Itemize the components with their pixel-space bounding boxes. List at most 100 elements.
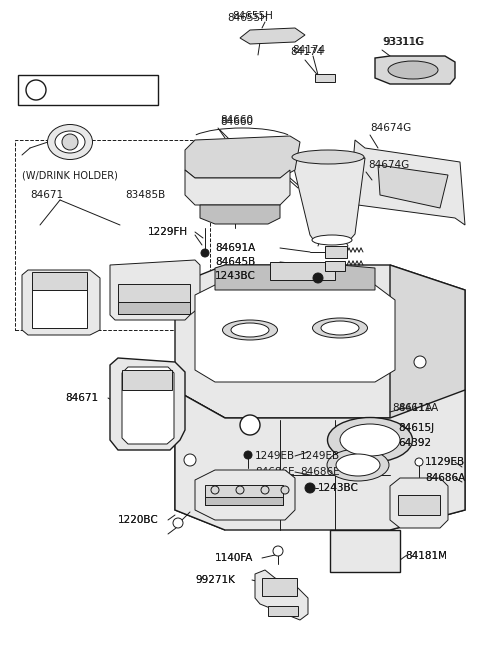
Text: 93311G: 93311G (382, 37, 423, 47)
Text: 99271K: 99271K (195, 575, 235, 585)
Polygon shape (110, 260, 200, 320)
Ellipse shape (292, 150, 364, 164)
Text: 1140FA: 1140FA (215, 553, 253, 563)
Text: 84674G: 84674G (368, 160, 409, 170)
Text: 1220BC: 1220BC (118, 515, 159, 525)
Bar (118, 302, 190, 314)
Polygon shape (195, 470, 295, 520)
Text: 84671: 84671 (30, 190, 63, 200)
Circle shape (240, 415, 260, 435)
Bar (270, 262, 335, 280)
Circle shape (184, 454, 196, 466)
Bar (118, 284, 190, 314)
Text: 1243BC: 1243BC (215, 271, 256, 281)
Polygon shape (195, 285, 395, 382)
Text: 84674G: 84674G (370, 123, 411, 133)
Bar (122, 370, 172, 390)
Bar (262, 578, 297, 596)
Text: 84615J: 84615J (398, 423, 434, 433)
Text: 84671: 84671 (65, 393, 98, 403)
Polygon shape (375, 56, 455, 84)
Text: 64392: 64392 (398, 438, 431, 448)
Polygon shape (350, 140, 465, 225)
Circle shape (305, 483, 315, 493)
Ellipse shape (312, 235, 352, 245)
Text: 84174: 84174 (292, 45, 325, 55)
Polygon shape (175, 390, 465, 530)
Circle shape (313, 273, 323, 283)
Circle shape (211, 486, 219, 494)
Text: 1129EB: 1129EB (425, 457, 465, 467)
Bar (32, 272, 87, 290)
Text: 95120A: 95120A (55, 85, 95, 95)
Text: 84615J: 84615J (398, 423, 434, 433)
Polygon shape (110, 358, 185, 450)
Text: 84640E: 84640E (248, 170, 288, 180)
Polygon shape (200, 205, 280, 224)
Ellipse shape (340, 424, 400, 456)
Polygon shape (122, 367, 174, 444)
Text: a: a (33, 85, 39, 95)
Ellipse shape (223, 320, 277, 340)
Text: 84611A: 84611A (392, 403, 432, 413)
Bar (18, 75, 158, 105)
Text: 64392: 64392 (398, 438, 431, 448)
Polygon shape (390, 478, 448, 528)
Polygon shape (255, 570, 308, 620)
Ellipse shape (388, 61, 438, 79)
Bar (330, 530, 400, 572)
Bar (205, 497, 283, 505)
Text: (W/DRINK HOLDER): (W/DRINK HOLDER) (22, 170, 118, 180)
Polygon shape (185, 170, 290, 205)
Text: 84660: 84660 (220, 117, 253, 127)
Text: 99271K: 99271K (195, 575, 235, 585)
Polygon shape (240, 28, 305, 44)
Text: 93311G: 93311G (383, 37, 424, 47)
Text: 84640E: 84640E (248, 173, 288, 183)
Polygon shape (185, 136, 300, 178)
Bar (325, 261, 345, 271)
Text: 84655H: 84655H (228, 13, 268, 23)
Bar (398, 495, 440, 515)
Polygon shape (378, 165, 448, 208)
Text: 84645B: 84645B (215, 257, 255, 267)
Polygon shape (292, 155, 365, 242)
Text: 84686A: 84686A (425, 473, 465, 483)
Text: 84611A: 84611A (398, 403, 438, 413)
Text: 84691A: 84691A (215, 243, 255, 253)
Polygon shape (175, 265, 465, 418)
Text: 84645B: 84645B (215, 257, 255, 267)
Circle shape (236, 486, 244, 494)
Text: 84655H: 84655H (233, 11, 274, 21)
Text: 84660: 84660 (220, 115, 253, 125)
Text: 83485B: 83485B (125, 190, 165, 200)
Text: 84181M: 84181M (405, 551, 447, 561)
Circle shape (281, 486, 289, 494)
Text: 84174: 84174 (290, 47, 323, 57)
Circle shape (244, 451, 252, 459)
Circle shape (273, 546, 283, 556)
Bar (32, 283, 87, 328)
Text: 84671: 84671 (65, 393, 98, 403)
Text: 84686E: 84686E (255, 467, 295, 477)
Ellipse shape (321, 321, 359, 335)
Text: 1243BC: 1243BC (318, 483, 359, 493)
Text: 84686E: 84686E (300, 467, 340, 477)
Circle shape (26, 80, 46, 100)
Text: 1140FA: 1140FA (215, 553, 253, 563)
Ellipse shape (55, 131, 85, 153)
Text: 1243BC: 1243BC (215, 271, 256, 281)
Text: 1220BC: 1220BC (118, 515, 159, 525)
Polygon shape (215, 265, 375, 290)
Circle shape (173, 518, 183, 528)
Text: 84181M: 84181M (405, 551, 447, 561)
Ellipse shape (312, 318, 368, 338)
Ellipse shape (231, 323, 269, 337)
Circle shape (261, 486, 269, 494)
Text: 84686A: 84686A (425, 473, 465, 483)
Bar (205, 485, 283, 505)
Text: 1249EB: 1249EB (300, 451, 340, 461)
Ellipse shape (327, 417, 412, 462)
Ellipse shape (48, 125, 93, 159)
Text: 1249EB: 1249EB (255, 451, 295, 461)
